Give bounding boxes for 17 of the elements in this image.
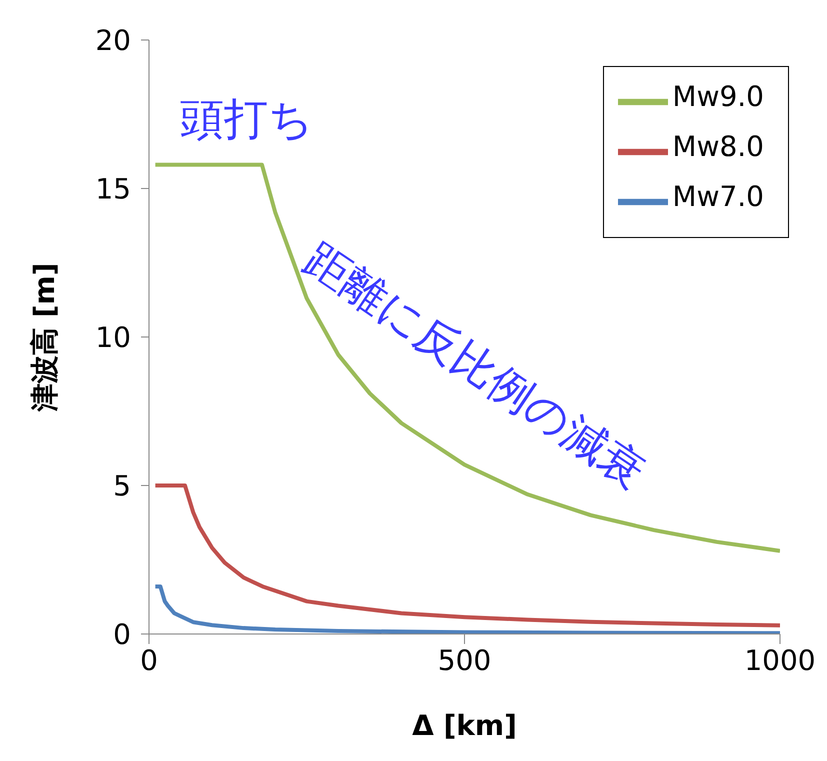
line-series	[153, 584, 780, 634]
x-tick-label: 0	[140, 644, 158, 677]
x-tick-label: 1000	[744, 644, 816, 677]
legend-label: Mw9.0	[672, 80, 764, 114]
legend-label: Mw7.0	[672, 180, 764, 214]
x-tick-label: 500	[438, 644, 492, 677]
annotation: 頭打ち	[180, 93, 313, 147]
y-axis-title: 津波高 [m]	[28, 262, 61, 412]
legend-label: Mw8.0	[672, 130, 764, 164]
x-axis-title: Δ [km]	[412, 709, 517, 742]
line-series	[153, 162, 780, 553]
y-tick-label: 10	[95, 320, 131, 354]
y-tick-label: 0	[113, 618, 131, 651]
y-tick-label: 5	[113, 469, 131, 502]
y-tick-label: 15	[95, 172, 131, 206]
annotation: 距離に反比例の減衰	[294, 232, 655, 500]
y-tick-label: 20	[95, 24, 131, 57]
